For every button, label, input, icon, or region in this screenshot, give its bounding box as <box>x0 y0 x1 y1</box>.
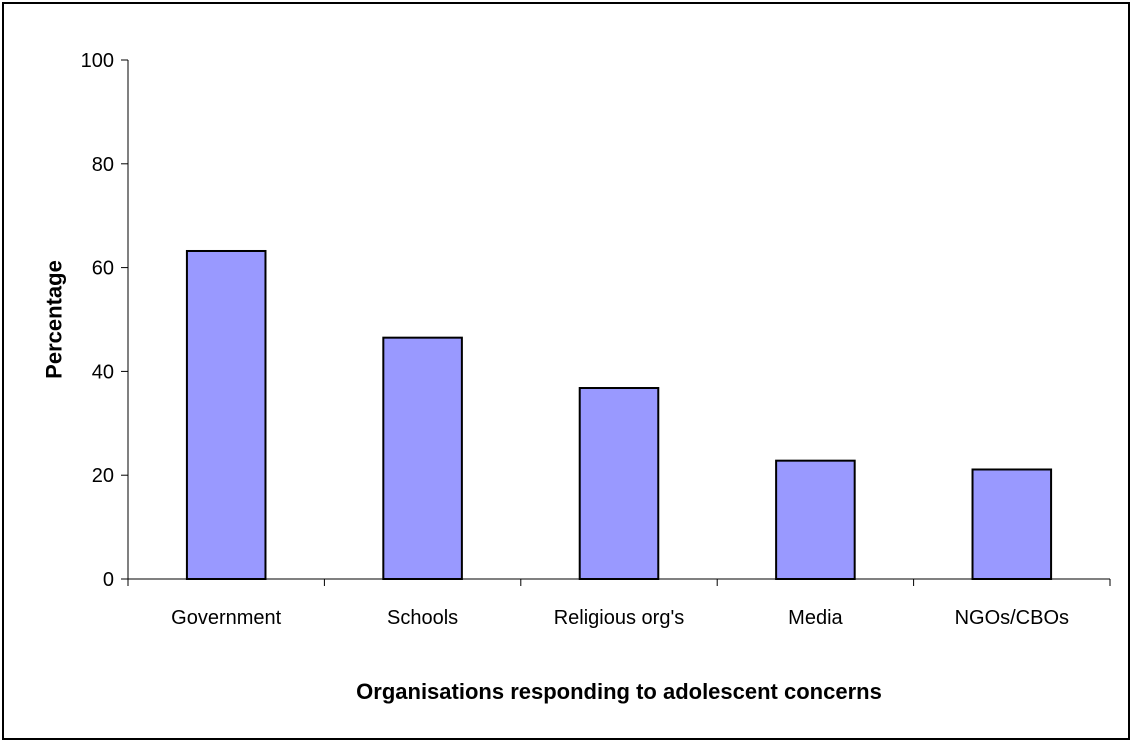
y-tick-labels: 0 20 40 60 80 100 <box>81 50 114 591</box>
bar <box>578 387 660 580</box>
x-tick-label: Government <box>171 607 281 629</box>
x-tick-label: NGOs/CBOs <box>955 607 1069 629</box>
y-tick-label: 0 <box>103 569 114 591</box>
bar <box>382 336 463 581</box>
x-axis-title: Organisations responding to adolescent c… <box>356 679 882 704</box>
y-axis-title: Percentage <box>42 260 67 379</box>
bars <box>185 249 1053 581</box>
bar <box>775 459 856 580</box>
y-tick-label: 100 <box>81 50 114 72</box>
bar <box>971 468 1053 580</box>
x-tick-label: Media <box>788 607 843 629</box>
bar <box>185 249 267 580</box>
y-tick-label: 20 <box>92 465 114 487</box>
x-tick-label: Schools <box>387 607 458 629</box>
x-tick-labels: Government Schools Religious org's Media NGO… <box>171 607 1069 629</box>
y-tick-label: 40 <box>92 361 114 383</box>
x-tick-label: Religious org's <box>554 607 685 629</box>
y-tick-label: 80 <box>92 154 114 176</box>
x-axis-ticks <box>127 579 1111 586</box>
y-axis-ticks <box>121 59 128 580</box>
y-tick-label: 60 <box>92 258 114 280</box>
